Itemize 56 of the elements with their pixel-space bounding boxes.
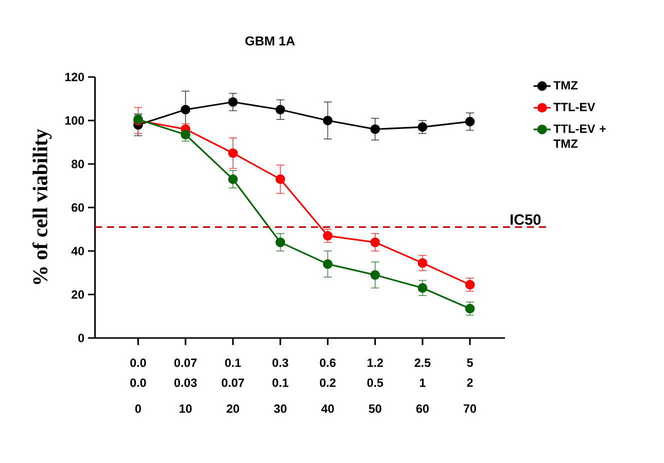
text: 0.03 (174, 378, 197, 387)
text: 0.1 (272, 378, 288, 387)
point (465, 280, 475, 290)
x-tick-label: 0.0 (130, 358, 146, 367)
text: 60 (416, 404, 429, 413)
text: 0.5 (367, 378, 384, 387)
point (370, 270, 380, 280)
text: 30 (274, 404, 286, 413)
text: 0.07 (222, 378, 244, 387)
legend-label: TTL-EV + TMZ (554, 124, 606, 148)
text: 40 (321, 404, 334, 413)
x-tick-label: 0.6 (320, 358, 336, 367)
x-tick-label: 5 (466, 358, 473, 367)
point (276, 104, 286, 114)
x-tick-label: 0.3 (272, 358, 288, 368)
y-tick-label: 40 (71, 246, 84, 256)
point (228, 148, 238, 158)
point (228, 174, 238, 184)
point (465, 116, 475, 126)
point (418, 283, 428, 293)
legend-label: TTL-EV (554, 102, 596, 112)
ref-line-label: IC50 (510, 214, 541, 225)
text: 20 (226, 404, 240, 413)
point (322, 116, 333, 126)
text: 50 (368, 404, 382, 413)
text: 70 (464, 404, 476, 413)
text: 10 (180, 404, 192, 413)
legend-label: TMZ (554, 81, 578, 90)
text: 2 (467, 378, 473, 387)
point (322, 259, 333, 269)
y-tick-label: 100 (65, 116, 84, 125)
point (322, 230, 333, 241)
point (276, 238, 286, 248)
point (370, 124, 380, 134)
x-tick-label: 0.07 (174, 358, 197, 367)
x-tick-label: 0.1 (225, 358, 241, 367)
point (418, 258, 428, 268)
y-tick-label: 20 (72, 290, 84, 299)
text: 1 (420, 378, 426, 387)
point (276, 174, 286, 184)
point (370, 238, 380, 248)
y-tick-label: 60 (72, 203, 84, 212)
y-tick-label: 80 (72, 160, 84, 168)
text: 0.2 (320, 378, 336, 387)
point (228, 97, 238, 107)
point (465, 304, 475, 314)
y-tick-label: 120 (65, 72, 84, 82)
point (180, 130, 190, 140)
x-tick-label: 2.5 (414, 358, 431, 367)
chart-title: GBM 1A (245, 36, 295, 46)
y-axis-title: % of cell viability (32, 128, 52, 284)
x-tick-label: 1.2 (368, 358, 383, 367)
text: 0.0 (130, 378, 146, 387)
point (180, 104, 190, 114)
y-tick-label: 0 (78, 334, 84, 342)
text: 0 (135, 404, 141, 413)
